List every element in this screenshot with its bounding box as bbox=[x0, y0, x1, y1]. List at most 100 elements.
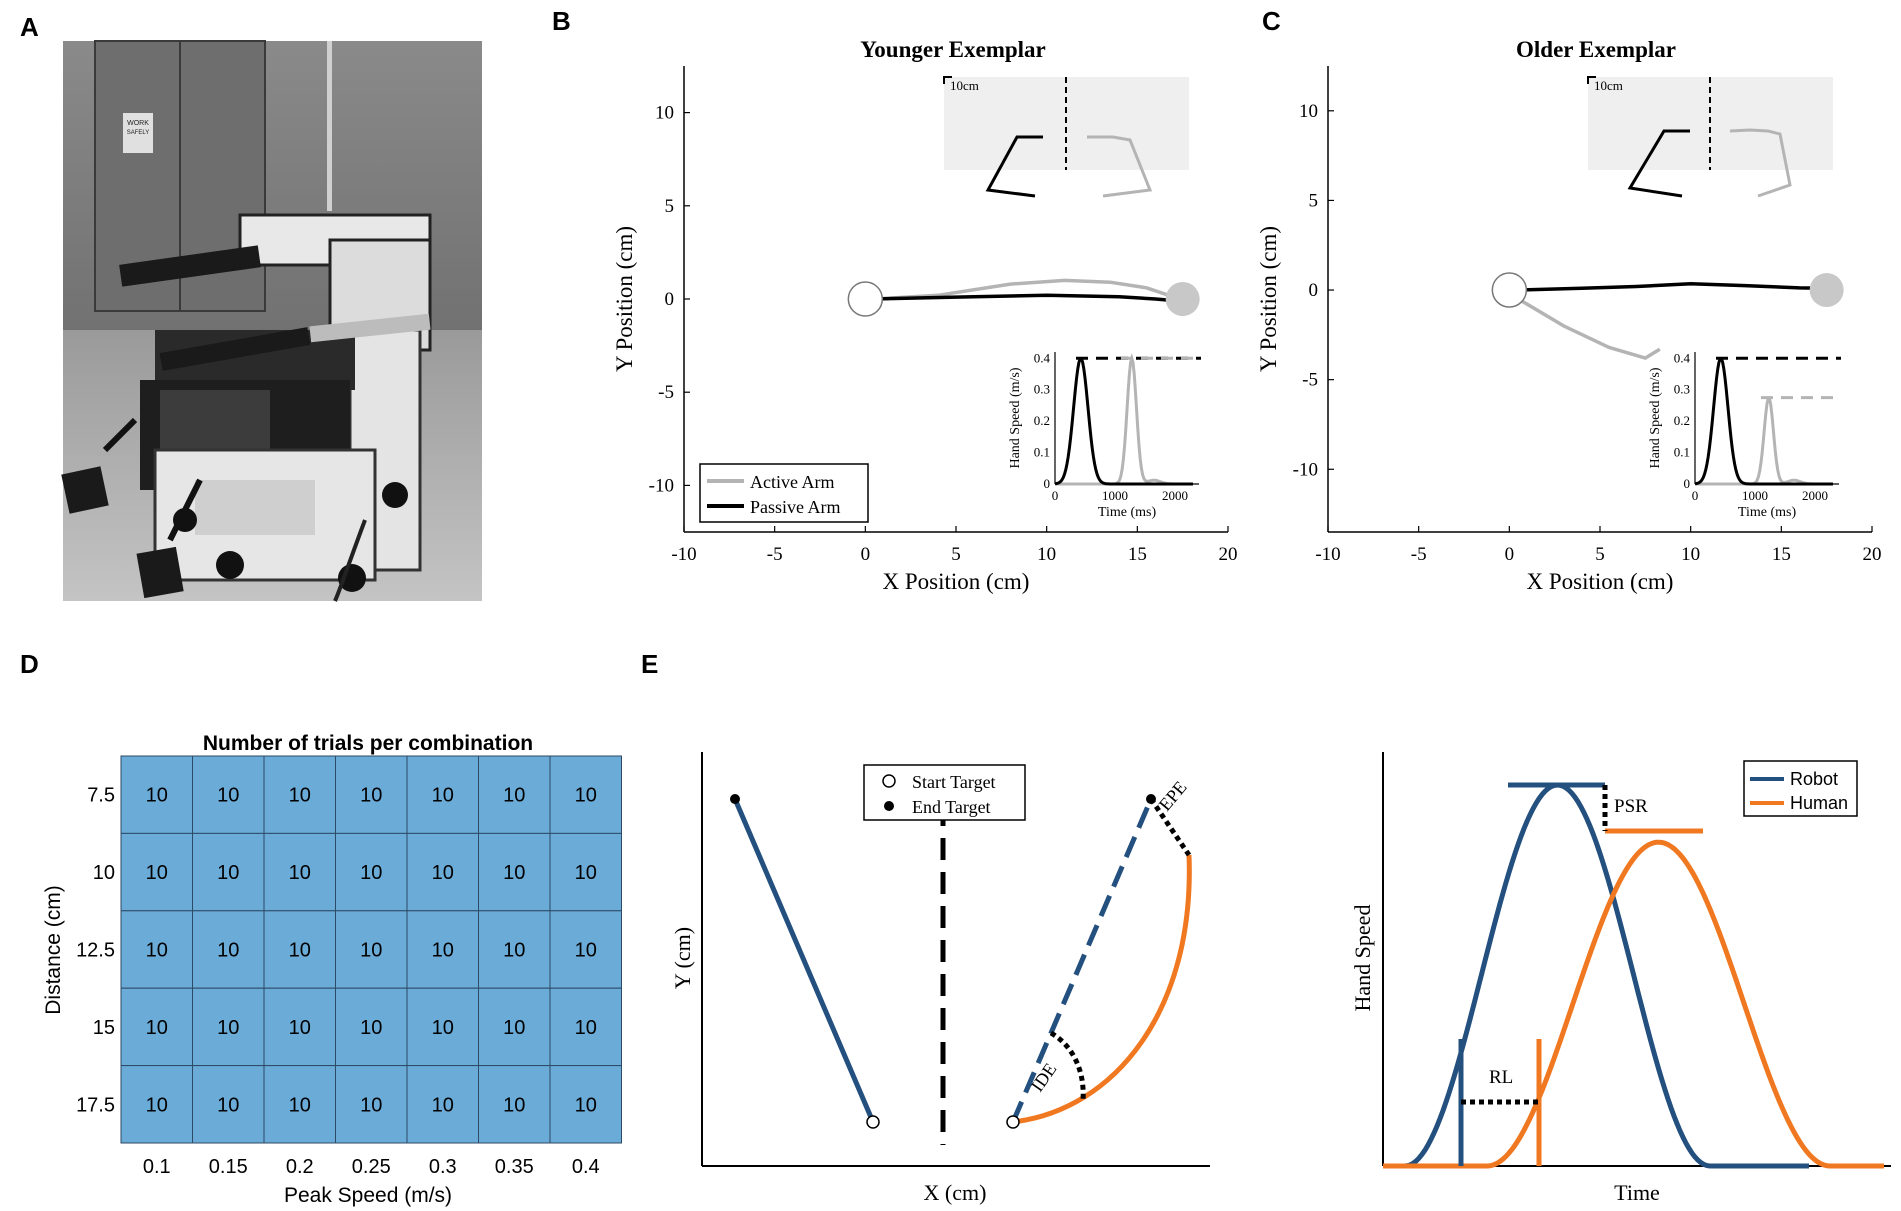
panel-d-cell-value: 10 bbox=[575, 785, 597, 807]
c-y-tick-label: 10 bbox=[1299, 101, 1318, 122]
panel-d-x-tick-label: 0.1 bbox=[143, 1156, 171, 1178]
panel-d-cell-value: 10 bbox=[503, 1017, 525, 1039]
b-inset-x-tick-label: 0 bbox=[1052, 488, 1059, 503]
panel-c-scale-label: 10cm bbox=[1594, 78, 1623, 93]
panel-d-cell-value: 10 bbox=[217, 1017, 239, 1039]
sign-text-2: SAFELY bbox=[127, 130, 150, 136]
panel-d-cell-value: 10 bbox=[289, 862, 311, 884]
panel-d-x-tick-label: 0.4 bbox=[572, 1156, 600, 1178]
b-ylabel: Y Position (cm) bbox=[612, 226, 637, 372]
panel-label-a: A bbox=[20, 12, 39, 42]
panel-d-cell-value: 10 bbox=[360, 862, 382, 884]
b-trajectory-passive-arm bbox=[874, 293, 1178, 303]
b-inset-y-tick-label: 0.3 bbox=[1034, 382, 1050, 397]
c-x-tick-label: 0 bbox=[1505, 544, 1515, 565]
panel-c-active-arm-posture bbox=[1729, 128, 1792, 198]
panel-b-scale-label: 10cm bbox=[950, 78, 979, 93]
panel-d-cell bbox=[120, 832, 193, 912]
c-inset-x-tick-label: 1000 bbox=[1742, 488, 1768, 503]
panel-c-older-exemplar: Older Exemplar -10 -5 0 5 10 15 20 -10 -5 0 5 10 X P… bbox=[1256, 37, 1882, 594]
panel-d-cell bbox=[406, 910, 479, 989]
panel-d-cell-value: 10 bbox=[432, 862, 454, 884]
panel-d-cell-value: 10 bbox=[289, 1017, 311, 1039]
robot-photo: WORK SAFELY bbox=[61, 40, 482, 602]
panel-d-cell bbox=[335, 910, 408, 989]
panel-b-passive-arm-posture bbox=[985, 135, 1043, 198]
b-inset-xlabel: Time (ms) bbox=[1098, 505, 1157, 520]
b-x-tick-label: -10 bbox=[671, 544, 696, 565]
panel-e-psr-label: PSR bbox=[1614, 796, 1648, 817]
panel-d-cell bbox=[335, 1065, 408, 1144]
c-ylabel: Y Position (cm) bbox=[1256, 226, 1281, 372]
panel-d-cell-value: 10 bbox=[217, 940, 239, 962]
panel-d-cell-value: 10 bbox=[217, 862, 239, 884]
c-x-tick-label: 15 bbox=[1772, 544, 1791, 565]
b-start-target bbox=[847, 281, 884, 317]
panel-d-x-tick-label: 0.2 bbox=[286, 1156, 314, 1178]
panel-d-trials-grid: Number of trials per combination 10 10 10 1… bbox=[42, 732, 622, 1207]
panel-e-epe-marker bbox=[1148, 797, 1192, 857]
b-xlabel: X Position (cm) bbox=[883, 569, 1030, 594]
b-x-tick-label: 0 bbox=[861, 544, 871, 565]
panel-b-scale-bar bbox=[943, 76, 952, 84]
panel-d-y-tick-label: 10 bbox=[93, 862, 115, 884]
panel-d-cell-value: 10 bbox=[503, 785, 525, 807]
c-inset-xlabel: Time (ms) bbox=[1738, 505, 1797, 520]
c-y-tick-label: 5 bbox=[1309, 190, 1319, 211]
panel-label-d: D bbox=[20, 649, 39, 679]
c-inset-y-tick-label: 0.2 bbox=[1674, 413, 1690, 428]
panel-d-x-tick-label: 0.15 bbox=[209, 1156, 248, 1178]
panel-e-start-target-right bbox=[1006, 1115, 1020, 1129]
b-x-tick-label: 20 bbox=[1219, 544, 1238, 565]
panel-d-cell-value: 10 bbox=[503, 1094, 525, 1116]
panel-c-title: Older Exemplar bbox=[1516, 37, 1676, 62]
b-inset-y-tick-label: 0 bbox=[1044, 476, 1051, 491]
panel-d-cell-value: 10 bbox=[360, 785, 382, 807]
sign-text-1: WORK bbox=[127, 120, 149, 127]
panel-d-cell-value: 10 bbox=[432, 1094, 454, 1116]
panel-d-cell bbox=[192, 1065, 265, 1144]
c-inset-y-tick-label: 0.4 bbox=[1674, 350, 1691, 365]
c-trajectory-active-arm bbox=[1517, 297, 1661, 360]
b-y-tick-label: 10 bbox=[655, 103, 674, 124]
panel-e-right-xlabel: Time bbox=[1614, 1180, 1660, 1205]
panel-label-e: E bbox=[641, 649, 658, 679]
c-x-tick-label: 10 bbox=[1681, 544, 1700, 565]
panel-d-cell-value: 10 bbox=[217, 1094, 239, 1116]
c-end-target bbox=[1809, 273, 1844, 308]
panel-e-ide-marker bbox=[1049, 1030, 1086, 1101]
c-xlabel: X Position (cm) bbox=[1527, 569, 1674, 594]
b-inset-y-tick-label: 0.4 bbox=[1034, 350, 1051, 365]
panel-d-cell-value: 10 bbox=[360, 1094, 382, 1116]
panel-d-cell bbox=[478, 987, 551, 1067]
b-y-tick-label: 0 bbox=[665, 289, 675, 310]
panel-b-title: Younger Exemplar bbox=[860, 37, 1046, 62]
c-trajectory-passive-arm bbox=[1518, 282, 1824, 292]
c-y-tick-label: -5 bbox=[1302, 370, 1318, 391]
panel-e-robot-path-right bbox=[1010, 798, 1154, 1123]
panel-e-ide-label: IDE bbox=[1027, 1059, 1061, 1095]
c-inset-x-tick-label: 0 bbox=[1692, 488, 1699, 503]
c-inset-y-tick-label: 0.3 bbox=[1674, 382, 1690, 397]
panel-d-cell bbox=[406, 1065, 479, 1144]
b-inset-y-tick-label: 0.1 bbox=[1034, 445, 1050, 460]
panel-d-title: Number of trials per combination bbox=[203, 732, 533, 755]
panel-e-left-legend: Start Target End Target bbox=[863, 764, 1026, 821]
panel-d-cell bbox=[263, 1065, 336, 1144]
b-y-tick-label: -10 bbox=[649, 475, 674, 496]
panel-d-cell bbox=[120, 755, 193, 834]
c-y-tick-label: -10 bbox=[1293, 459, 1318, 480]
c-start-target bbox=[1491, 272, 1528, 308]
panel-d-cell bbox=[406, 987, 479, 1067]
b-x-tick-label: 15 bbox=[1128, 544, 1147, 565]
panel-e-right-legend: Robot Human bbox=[1743, 760, 1858, 817]
b-trajectory-active-arm bbox=[874, 278, 1178, 301]
panel-d-cell-value: 10 bbox=[503, 940, 525, 962]
panel-e-trajectory-schematic: X (cm) Y (cm) EPE IDE Start Target End T… bbox=[670, 752, 1210, 1205]
panel-d-cell bbox=[263, 987, 336, 1067]
panel-d-x-tick-label: 0.25 bbox=[352, 1156, 391, 1178]
panel-d-cell bbox=[549, 755, 622, 834]
panel-d-cell bbox=[549, 1065, 622, 1144]
panel-d-y-tick-label: 15 bbox=[93, 1017, 115, 1039]
panel-d-cell bbox=[478, 832, 551, 912]
